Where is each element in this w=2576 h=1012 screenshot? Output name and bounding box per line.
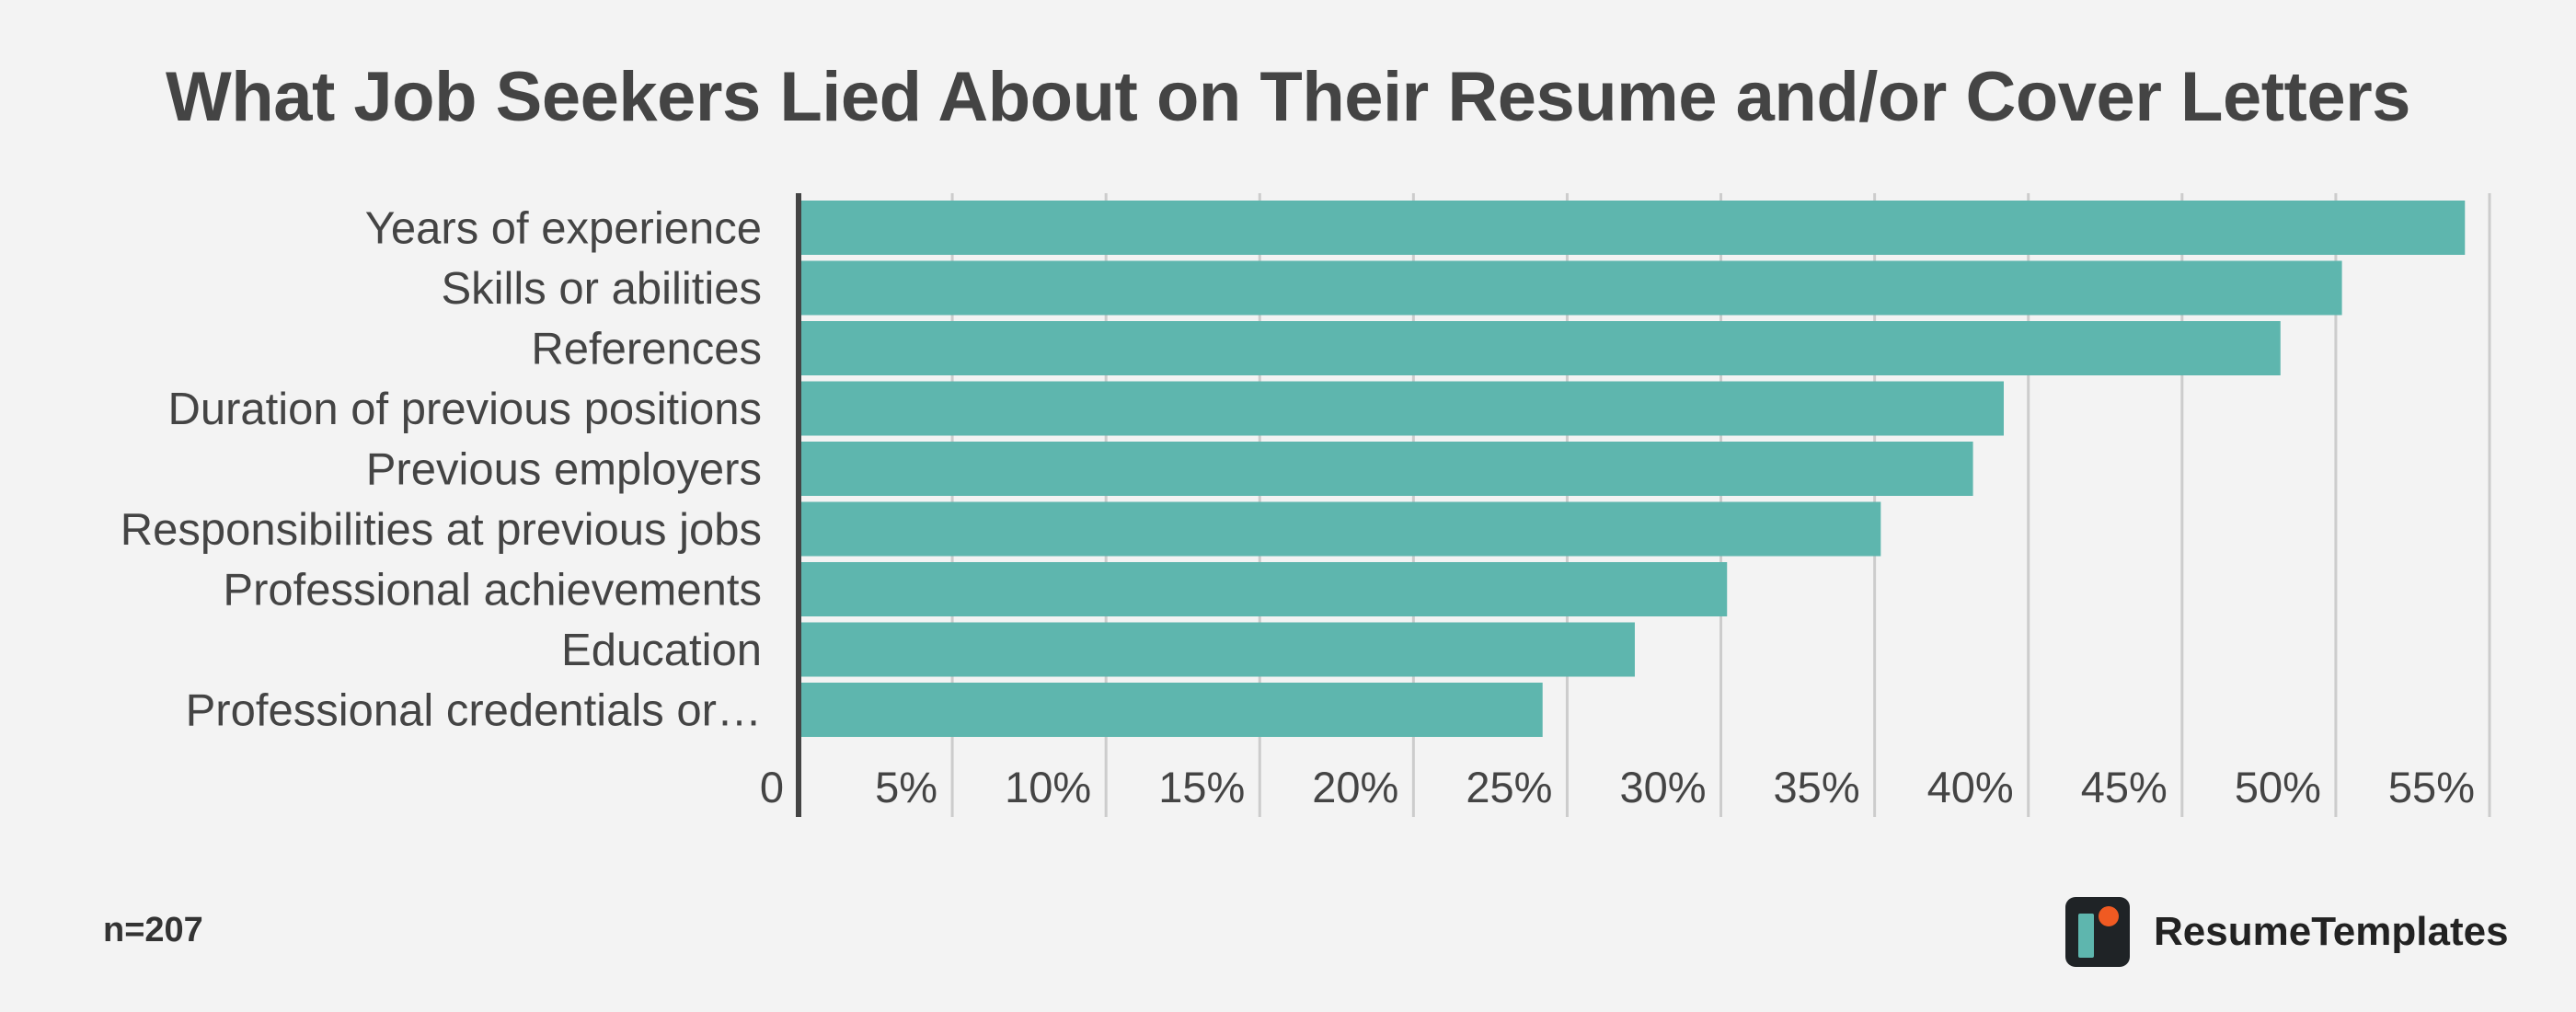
bar xyxy=(799,260,2342,316)
bar xyxy=(799,622,1635,677)
x-tick-label: 50% xyxy=(2235,763,2321,811)
brand: ResumeTemplates xyxy=(2065,897,2509,967)
bar xyxy=(799,442,1973,496)
category-labels: Years of experience Skills or abilities Re… xyxy=(121,204,762,736)
bar xyxy=(799,501,1881,557)
x-tick-label: 5% xyxy=(875,763,937,811)
x-tick-label: 45% xyxy=(2081,763,2168,811)
category-label: Professional achievements xyxy=(223,566,762,615)
category-label: Duration of previous positions xyxy=(167,385,762,434)
x-tick-label: 10% xyxy=(1005,763,1091,811)
category-label: Previous employers xyxy=(366,445,762,495)
x-tick-label: 0 xyxy=(760,763,784,811)
bar xyxy=(799,201,2466,255)
x-tick-label: 25% xyxy=(1466,763,1552,811)
bar xyxy=(799,381,2004,436)
chart-title: What Job Seekers Lied About on Their Res… xyxy=(166,58,2410,136)
category-label: Education xyxy=(561,626,762,675)
sample-size-note: n=207 xyxy=(103,911,203,949)
x-tick-label: 55% xyxy=(2388,763,2475,811)
category-label: Years of experience xyxy=(365,204,762,254)
category-label: Professional credentials or… xyxy=(186,686,762,736)
resumetemplates-logo-icon xyxy=(2065,897,2130,967)
x-tick-label: 30% xyxy=(1619,763,1706,811)
bars xyxy=(799,201,2466,737)
x-tick-label: 20% xyxy=(1312,763,1398,811)
brand-name: ResumeTemplates xyxy=(2154,909,2509,954)
category-label: Responsibilities at previous jobs xyxy=(121,505,762,555)
x-tick-labels: 0 5% 10% 15% 20% 25% 30% 35% 40% 45% 50% 55% xyxy=(760,763,2475,811)
x-tick-label: 15% xyxy=(1158,763,1245,811)
bar xyxy=(799,321,2281,375)
category-label: References xyxy=(531,325,762,374)
x-tick-label: 35% xyxy=(1774,763,1860,811)
category-label: Skills or abilities xyxy=(441,264,762,314)
bar xyxy=(799,683,1543,737)
bar xyxy=(799,562,1728,616)
x-tick-label: 40% xyxy=(1927,763,2014,811)
